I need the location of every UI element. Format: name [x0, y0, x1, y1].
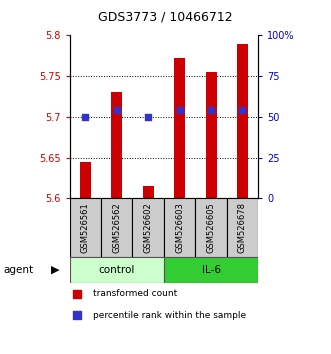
Text: agent: agent — [3, 265, 33, 275]
Bar — [227, 198, 258, 257]
Text: IL-6: IL-6 — [202, 265, 220, 275]
Text: GSM526605: GSM526605 — [207, 202, 215, 253]
Point — [177, 108, 182, 113]
Bar — [174, 58, 185, 198]
Bar — [143, 186, 154, 198]
Bar — [206, 72, 216, 198]
Text: control: control — [99, 265, 135, 275]
Text: transformed count: transformed count — [93, 289, 178, 298]
Text: GSM526602: GSM526602 — [144, 202, 153, 253]
Bar — [80, 161, 91, 198]
Bar — [164, 257, 258, 283]
Text: GSM526561: GSM526561 — [81, 202, 90, 253]
Point — [145, 114, 151, 120]
Text: GSM526603: GSM526603 — [175, 202, 184, 253]
Text: GSM526562: GSM526562 — [112, 202, 121, 253]
Point — [251, 25, 256, 31]
Text: GDS3773 / 10466712: GDS3773 / 10466712 — [98, 10, 233, 23]
Bar — [195, 198, 227, 257]
Point — [114, 108, 119, 113]
Bar — [237, 44, 248, 198]
Bar — [132, 198, 164, 257]
Text: percentile rank within the sample: percentile rank within the sample — [93, 311, 247, 320]
Bar — [70, 198, 101, 257]
Text: GSM526678: GSM526678 — [238, 202, 247, 253]
Bar — [70, 257, 164, 283]
Bar — [101, 198, 132, 257]
Bar — [111, 92, 122, 198]
Point — [208, 108, 213, 113]
Point — [251, 224, 256, 229]
Bar — [164, 198, 195, 257]
Point — [240, 108, 245, 113]
Text: ▶: ▶ — [51, 265, 60, 275]
Point — [82, 114, 88, 120]
